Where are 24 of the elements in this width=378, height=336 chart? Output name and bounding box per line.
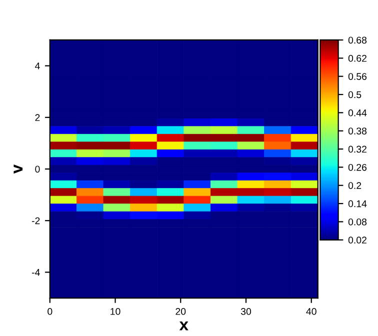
x-axis-title: x [179, 321, 188, 330]
color-bar-label: 0.14 [348, 200, 367, 208]
color-bar-label: 0.68 [348, 36, 367, 44]
color-bar-label: 0.32 [348, 146, 366, 153]
x-tick-label: 0 [48, 308, 52, 315]
color-bar-label: 0.02 [348, 236, 366, 244]
y-tick-label: 0 [35, 166, 40, 173]
y-axis-title: v [14, 164, 23, 174]
y-tick-label: -4 [32, 269, 40, 276]
color-bar-label: 0.2 [348, 182, 362, 189]
color-bar-label: 0.56 [348, 73, 367, 80]
x-tick-label: 40 [306, 308, 316, 315]
color-bar-label: 0.44 [348, 109, 367, 116]
y-tick-label: 4 [34, 62, 40, 70]
y-tick-label: -2 [32, 217, 40, 224]
color-bar-label: 0.62 [348, 54, 366, 62]
color-bar-label: 0.08 [348, 218, 367, 226]
x-tick-label: 10 [110, 308, 120, 315]
x-tick-label: 20 [176, 308, 186, 315]
color-bar-label: 0.38 [348, 128, 367, 134]
x-tick-label: 30 [240, 308, 252, 315]
color-bar-label: 0.5 [348, 91, 362, 98]
y-tick-label: 2 [35, 114, 40, 121]
color-bar-label: 0.26 [348, 164, 367, 171]
